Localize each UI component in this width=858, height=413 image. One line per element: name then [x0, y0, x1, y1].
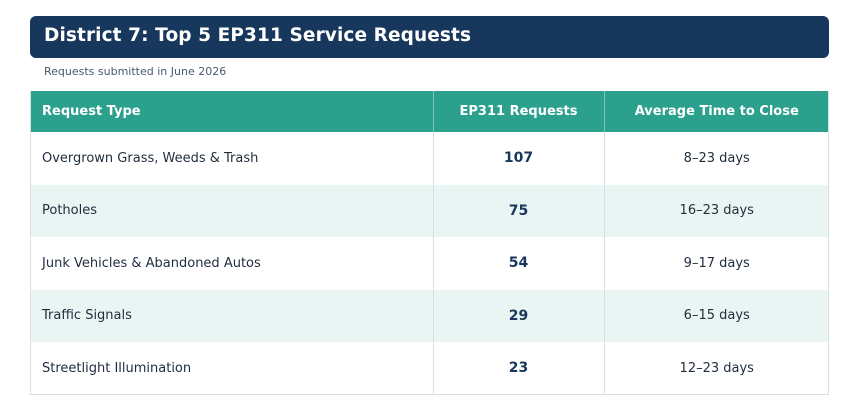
table-row: Streetlight Illumination 23 12–23 days [31, 342, 828, 394]
table-row: Traffic Signals 29 6–15 days [31, 289, 828, 342]
page-title: District 7: Top 5 EP311 Service Requests [44, 24, 472, 46]
request-type-cell: Junk Vehicles & Abandoned Autos [31, 237, 434, 290]
requests-table: Request Type EP311 Requests Average Time… [31, 91, 828, 394]
column-header-request-type: Request Type [31, 91, 434, 132]
request-type-cell: Traffic Signals [31, 289, 434, 342]
column-header-average-time: Average Time to Close [604, 91, 828, 132]
request-count-cell: 107 [433, 132, 605, 185]
table-header-row: Request Type EP311 Requests Average Time… [31, 91, 828, 132]
table-row: Overgrown Grass, Weeds & Trash 107 8–23 … [31, 132, 828, 185]
column-header-ep311-requests: EP311 Requests [433, 91, 605, 132]
time-to-close-cell: 8–23 days [683, 150, 750, 166]
request-count-cell: 75 [433, 184, 605, 237]
request-type-cell: Potholes [31, 184, 434, 237]
time-to-close-cell: 12–23 days [679, 360, 754, 376]
table-row: Junk Vehicles & Abandoned Autos 54 9–17 … [31, 237, 828, 290]
request-count-cell: 23 [433, 342, 605, 394]
request-type-cell: Overgrown Grass, Weeds & Trash [31, 132, 434, 185]
time-to-close-cell: 16–23 days [604, 184, 828, 237]
request-count-cell: 54 [433, 237, 605, 290]
table-row: Potholes 75 16–23 days [31, 184, 828, 237]
request-type-cell: Streetlight Illumination [31, 342, 434, 394]
requests-table-container: Request Type EP311 Requests Average Time… [30, 91, 829, 395]
title-bar: District 7: Top 5 EP311 Service Requests [30, 16, 829, 58]
time-to-close-cell: 9–17 days [683, 255, 750, 271]
page-subtitle: Requests submitted in June 2026 [44, 65, 227, 78]
time-to-close-cell: 6–15 days [604, 289, 828, 342]
request-count-cell: 29 [433, 289, 605, 342]
